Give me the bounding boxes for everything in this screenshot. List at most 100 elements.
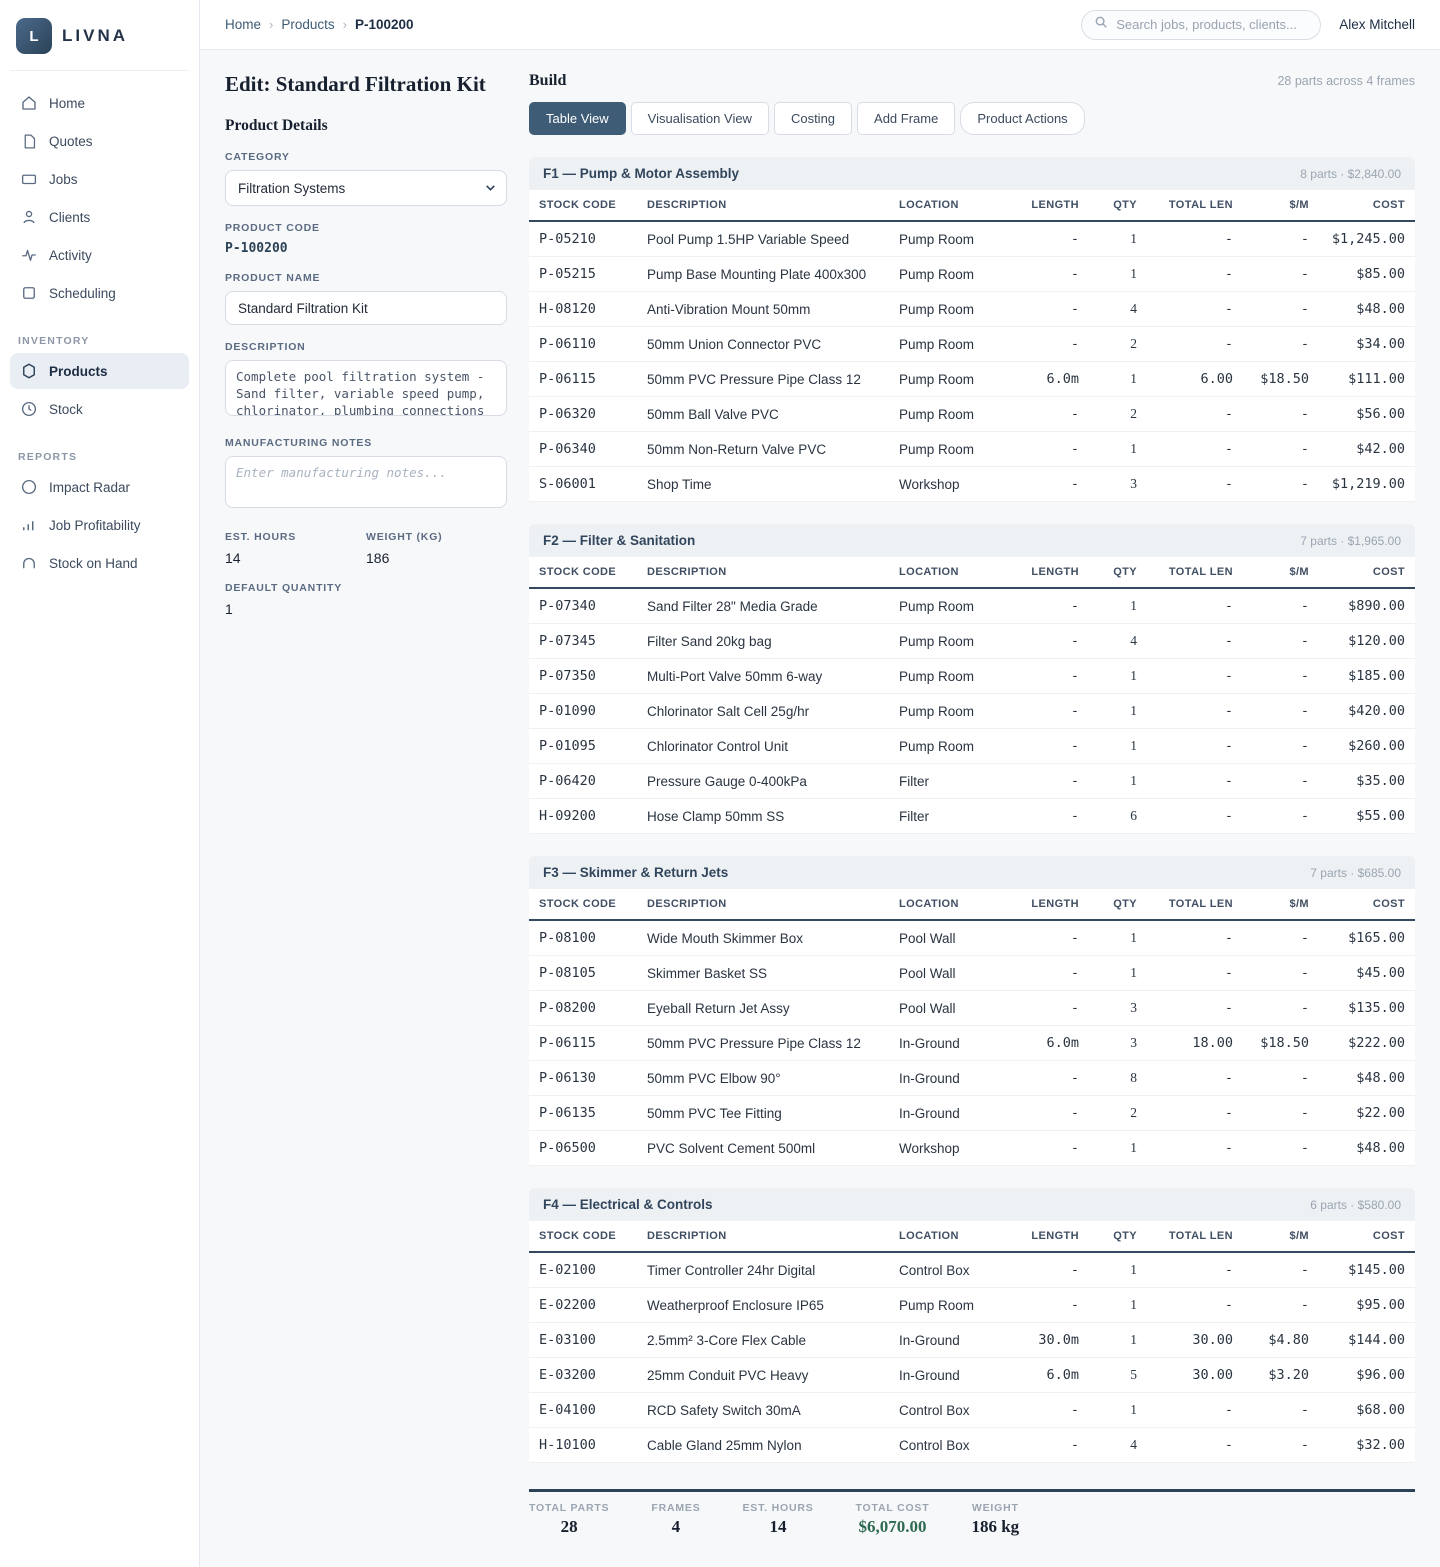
description-textarea[interactable]: Complete pool filtration system - Sand f… [225, 360, 507, 416]
table-row[interactable]: P-06135 50mm PVC Tee Fitting In-Ground -2- -… [529, 1095, 1415, 1131]
total-len-cell: 30.00 [1147, 1357, 1243, 1393]
length-cell: - [1007, 955, 1089, 991]
sidebar-item-label: Products [49, 363, 108, 379]
table-row[interactable]: E-02100 Timer Controller 24hr Digital Cont… [529, 1252, 1415, 1288]
rate-per-m-cell: $3.20 [1243, 1357, 1319, 1393]
category-label: CATEGORY [225, 151, 290, 163]
table-row[interactable]: P-05215 Pump Base Mounting Plate 400x300 P… [529, 256, 1415, 292]
sidebar-item-jobs[interactable]: Jobs [10, 161, 189, 197]
user-menu[interactable]: Alex Mitchell [1339, 17, 1415, 32]
table-row[interactable]: P-01095 Chlorinator Control Unit Pump Room… [529, 728, 1415, 764]
sidebar-item-products[interactable]: Products [10, 353, 189, 389]
total-len-cell: - [1147, 1392, 1243, 1428]
table-row[interactable]: H-09200 Hose Clamp 50mm SS Filter -6- - $55.0… [529, 798, 1415, 834]
sidebar-item-scheduling[interactable]: Scheduling [10, 275, 189, 311]
sidebar-item-label: Scheduling [49, 285, 116, 301]
table-row[interactable]: H-10100 Cable Gland 25mm Nylon Control Box… [529, 1427, 1415, 1463]
search-input[interactable] [1116, 17, 1309, 32]
stock-code-cell: P-05210 [529, 221, 637, 257]
description-cell: 50mm PVC Elbow 90° [637, 1060, 889, 1096]
table-row[interactable]: P-06320 50mm Ball Valve PVC Pump Room -2- - $… [529, 396, 1415, 432]
frame-meta: 7 parts · $685.00 [1310, 865, 1401, 880]
stat-label: EST. HOURS [742, 1502, 814, 1514]
table-row[interactable]: P-06115 50mm PVC Pressure Pipe Class 12 Pu… [529, 361, 1415, 397]
product-name-input[interactable] [225, 291, 507, 325]
tab-add-frame[interactable]: Add Frame [857, 102, 956, 135]
table-row[interactable]: E-02200 Weatherproof Enclosure IP65 Pump R… [529, 1287, 1415, 1323]
breadcrumb-link[interactable]: Products [281, 17, 335, 32]
column-header: LENGTH [1007, 557, 1089, 589]
sidebar-item-impact-radar[interactable]: Impact Radar [10, 469, 189, 505]
column-header: LOCATION [889, 557, 1007, 589]
sidebar-item-label: Activity [49, 247, 92, 263]
total-stat: FRAMES 4 [651, 1502, 700, 1537]
table-row[interactable]: E-03200 25mm Conduit PVC Heavy In-Ground 6.… [529, 1357, 1415, 1393]
qty-cell: 4 [1089, 623, 1147, 659]
table-row[interactable]: P-08105 Skimmer Basket SS Pool Wall -1- - $45… [529, 955, 1415, 991]
total-stat: TOTAL PARTS 28 [529, 1502, 609, 1537]
tab-product-actions[interactable]: Product Actions [960, 102, 1085, 135]
category-select[interactable]: Filtration Systems [225, 170, 507, 206]
location-cell: Workshop [889, 466, 1007, 502]
cost-cell: $260.00 [1319, 728, 1415, 764]
table-row[interactable]: P-06420 Pressure Gauge 0-400kPa Filter -1- -… [529, 763, 1415, 799]
table-row[interactable]: E-04100 RCD Safety Switch 30mA Control Box… [529, 1392, 1415, 1428]
qty-cell: 1 [1089, 431, 1147, 467]
table-row[interactable]: P-01090 Chlorinator Salt Cell 25g/hr Pump … [529, 693, 1415, 729]
jobs-icon [20, 170, 38, 188]
frame-header: F3 — Skimmer & Return Jets 7 parts · $685… [529, 856, 1415, 889]
length-cell: - [1007, 221, 1089, 257]
table-row[interactable]: P-07340 Sand Filter 28" Media Grade Pump R… [529, 588, 1415, 624]
table-row[interactable]: P-06130 50mm PVC Elbow 90° In-Ground -8- - $4… [529, 1060, 1415, 1096]
table-row[interactable]: P-08200 Eyeball Return Jet Assy Pool Wall -… [529, 990, 1415, 1026]
sidebar-item-clients[interactable]: Clients [10, 199, 189, 235]
table-row[interactable]: P-08100 Wide Mouth Skimmer Box Pool Wall -1… [529, 920, 1415, 956]
column-header: STOCK CODE [529, 1221, 637, 1253]
breadcrumb-link[interactable]: Home [225, 17, 262, 32]
sidebar-item-home[interactable]: Home [10, 85, 189, 121]
rate-per-m-cell: - [1243, 1095, 1319, 1131]
table-row[interactable]: P-06340 50mm Non-Return Valve PVC Pump Roo… [529, 431, 1415, 467]
sidebar-item-stock-on-hand[interactable]: Stock on Hand [10, 545, 189, 581]
description-cell: Shop Time [637, 466, 889, 502]
parts-table: STOCK CODE DESCRIPTION LOCATION LENGTH QTY TO… [529, 557, 1415, 834]
cost-cell: $95.00 [1319, 1287, 1415, 1323]
quotes-icon [20, 132, 38, 150]
table-row[interactable]: P-06500 PVC Solvent Cement 500ml Workshop -… [529, 1130, 1415, 1166]
tab-table-view[interactable]: Table View [529, 102, 626, 135]
table-row[interactable]: H-08120 Anti-Vibration Mount 50mm Pump Roo… [529, 291, 1415, 327]
table-row[interactable]: P-06115 50mm PVC Pressure Pipe Class 12 In… [529, 1025, 1415, 1061]
rate-per-m-cell: - [1243, 1060, 1319, 1096]
cost-cell: $68.00 [1319, 1392, 1415, 1428]
manufacturing-notes-label: MANUFACTURING NOTES [225, 437, 373, 449]
tab-costing[interactable]: Costing [773, 102, 853, 135]
frame-meta: 7 parts · $1,965.00 [1300, 533, 1401, 548]
total-stat: TOTAL COST $6,070.00 [856, 1502, 930, 1537]
location-cell: In-Ground [889, 1322, 1007, 1358]
table-row[interactable]: S-06001 Shop Time Workshop -3- - $1,219.00 [529, 466, 1415, 502]
location-cell: Control Box [889, 1252, 1007, 1288]
column-header: COST [1319, 1221, 1415, 1253]
sidebar-item-stock[interactable]: Stock [10, 391, 189, 427]
length-cell: 6.0m [1007, 1357, 1089, 1393]
table-row[interactable]: E-03100 2.5mm² 3-Core Flex Cable In-Ground… [529, 1322, 1415, 1358]
length-cell: - [1007, 658, 1089, 694]
tab-visualisation-view[interactable]: Visualisation View [630, 102, 769, 135]
breadcrumb-current: P-100200 [354, 17, 414, 32]
total-len-cell: - [1147, 1130, 1243, 1166]
table-row[interactable]: P-07350 Multi-Port Valve 50mm 6-way Pump R… [529, 658, 1415, 694]
sidebar-item-quotes[interactable]: Quotes [10, 123, 189, 159]
length-cell: - [1007, 1427, 1089, 1463]
sidebar-item-activity[interactable]: Activity [10, 237, 189, 273]
column-header: QTY [1089, 1221, 1147, 1253]
table-row[interactable]: P-07345 Filter Sand 20kg bag Pump Room -4- -… [529, 623, 1415, 659]
brand-logo: L [16, 18, 52, 54]
global-search[interactable] [1081, 9, 1322, 40]
table-row[interactable]: P-05210 Pool Pump 1.5HP Variable Speed Pum… [529, 221, 1415, 257]
table-row[interactable]: P-06110 50mm Union Connector PVC Pump Room… [529, 326, 1415, 362]
clients-icon [20, 208, 38, 226]
rate-per-m-cell: - [1243, 291, 1319, 327]
manufacturing-notes-textarea[interactable] [225, 456, 507, 508]
sidebar-item-job-profitability[interactable]: Job Profitability [10, 507, 189, 543]
qty-cell: 3 [1089, 990, 1147, 1026]
